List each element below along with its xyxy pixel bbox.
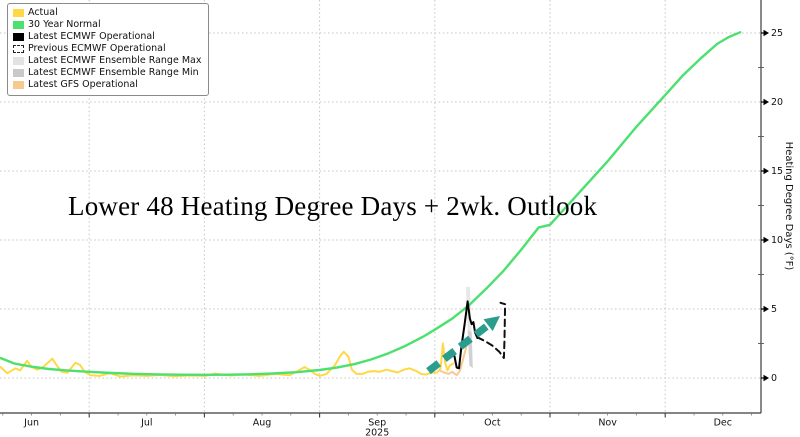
- y-tick-arrow-icon: [763, 236, 769, 244]
- y-tick-label: 25: [771, 28, 783, 39]
- x-tick-label: Aug: [253, 418, 272, 429]
- y-tick-label: 0: [771, 373, 777, 384]
- legend-swatch-icon: [13, 81, 24, 89]
- series-line-actual: [0, 342, 455, 378]
- x-axis-year-label: 2025: [365, 428, 389, 437]
- legend-item-label: Actual: [28, 7, 58, 18]
- legend-item: Previous ECMWF Operational: [13, 43, 201, 55]
- series-line-latest-gfs-operational: [438, 342, 469, 377]
- y-tick-arrow-icon: [763, 305, 769, 313]
- legend: Actual 30 Year Normal Latest ECMWF Operati…: [7, 3, 210, 96]
- y-tick-arrow-icon: [763, 29, 769, 37]
- x-tick-label: Jun: [23, 418, 39, 429]
- outlook-arrow-shaft: [426, 320, 492, 375]
- legend-item-label: Latest ECMWF Operational: [28, 31, 155, 42]
- legend-item-label: Previous ECMWF Operational: [28, 43, 166, 54]
- legend-swatch-icon: [13, 9, 24, 17]
- legend-swatch-icon: [13, 21, 24, 29]
- legend-swatch-icon: [13, 57, 24, 65]
- legend-item: Latest ECMWF Ensemble Range Min: [13, 67, 201, 79]
- legend-item-label: 30 Year Normal: [28, 19, 101, 30]
- legend-swatch-icon: [13, 33, 24, 41]
- x-tick-label: Oct: [484, 418, 501, 429]
- y-axis-label: Heating Degree Days (°F): [783, 142, 794, 271]
- legend-item-label: Latest GFS Operational: [28, 79, 138, 90]
- legend-item: Actual: [13, 7, 201, 19]
- x-tick-label: Jul: [140, 418, 152, 429]
- y-tick-arrow-icon: [763, 374, 769, 382]
- y-tick-label: 15: [771, 166, 783, 177]
- legend-item-label: Latest ECMWF Ensemble Range Max: [28, 55, 202, 66]
- outlook-arrow-head: [483, 316, 500, 332]
- x-tick-label: Dec: [714, 418, 732, 429]
- x-tick-label: Sep: [368, 418, 386, 429]
- ensemble-range-band: [467, 329, 473, 369]
- legend-swatch-icon: [13, 69, 24, 77]
- legend-item-label: Latest ECMWF Ensemble Range Min: [28, 67, 199, 78]
- legend-item: Latest ECMWF Operational: [13, 31, 201, 43]
- y-tick-arrow-icon: [763, 167, 769, 175]
- series-line-previous-ecmwf-operational: [476, 301, 507, 359]
- series-line-latest-ecmwf-operational: [453, 300, 479, 370]
- y-tick-label: 10: [771, 235, 783, 246]
- x-tick-label: Nov: [598, 418, 617, 429]
- series-line-30-year-normal: [0, 31, 742, 376]
- legend-swatch-icon: [13, 45, 24, 53]
- legend-item: Latest ECMWF Ensemble Range Max: [13, 55, 201, 67]
- y-tick-arrow-icon: [763, 98, 769, 106]
- y-tick-label: 20: [771, 97, 783, 108]
- legend-item: Latest GFS Operational: [13, 79, 201, 91]
- legend-item: 30 Year Normal: [13, 19, 201, 31]
- chart-title: Lower 48 Heating Degree Days + 2wk. Outl…: [68, 191, 598, 221]
- y-tick-label: 5: [771, 304, 777, 315]
